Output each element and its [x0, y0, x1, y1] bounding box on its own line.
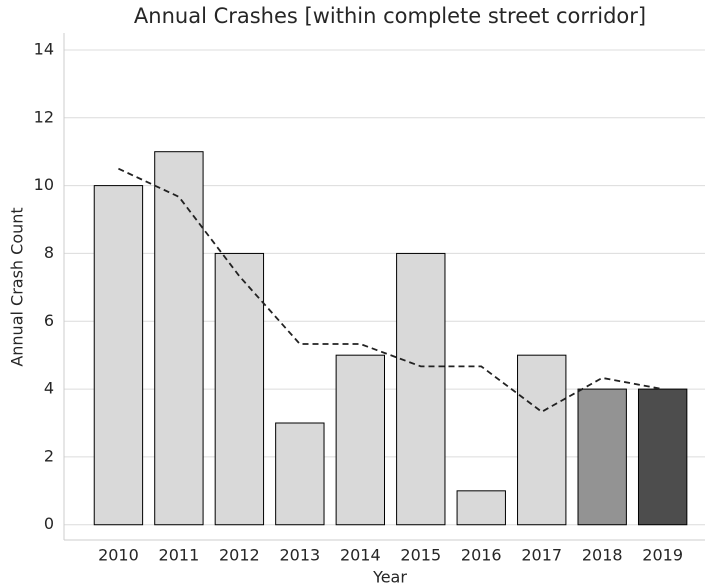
x-tick-label: 2014 [340, 546, 381, 565]
x-tick-label: 2017 [521, 546, 562, 565]
y-tick-label: 0 [44, 514, 54, 533]
x-axis-label: Year [372, 568, 407, 587]
y-tick-label: 2 [44, 446, 54, 465]
trend-line [118, 167, 663, 413]
y-tick-label: 4 [44, 379, 54, 398]
bar [214, 252, 265, 526]
x-tick-label: 2019 [642, 546, 683, 565]
bar [517, 354, 567, 526]
y-tick-label: 14 [34, 39, 54, 58]
bar [637, 388, 688, 526]
bar [335, 354, 386, 526]
bar [154, 151, 204, 526]
x-tick-label: 2015 [400, 546, 441, 565]
bar [93, 185, 144, 526]
bar [577, 388, 627, 526]
y-tick-label: 6 [44, 311, 54, 330]
bar [456, 490, 506, 526]
bar [275, 422, 325, 526]
x-tick-label: 2011 [159, 546, 200, 565]
y-tick-label: 12 [34, 107, 54, 126]
x-tick-label: 2016 [461, 546, 502, 565]
y-tick-label: 10 [34, 175, 54, 194]
x-tick-label: 2010 [98, 546, 139, 565]
chart-title: Annual Crashes [within complete street c… [134, 4, 646, 28]
bar [396, 252, 446, 526]
x-tick-label: 2018 [582, 546, 623, 565]
y-axis-label: Annual Crash Count [8, 207, 27, 366]
y-tick-label: 8 [44, 243, 54, 262]
x-tick-label: 2012 [219, 546, 260, 565]
x-tick-label: 2013 [279, 546, 320, 565]
